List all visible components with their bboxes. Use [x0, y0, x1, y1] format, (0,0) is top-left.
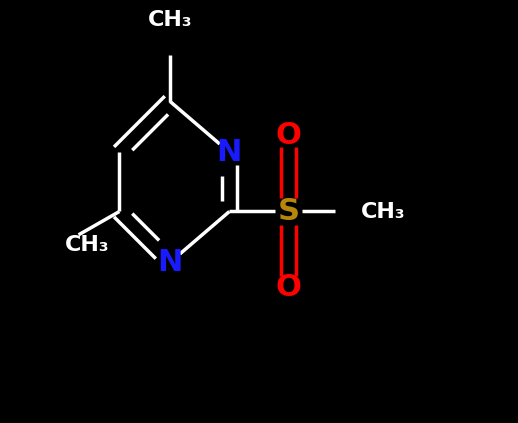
Text: S: S	[278, 197, 299, 226]
Text: CH₃: CH₃	[64, 235, 109, 255]
Text: O: O	[276, 273, 301, 302]
Text: N: N	[217, 138, 242, 167]
Text: O: O	[276, 121, 301, 150]
Text: N: N	[157, 248, 183, 277]
Text: CH₃: CH₃	[361, 201, 405, 222]
Text: CH₃: CH₃	[148, 10, 193, 30]
